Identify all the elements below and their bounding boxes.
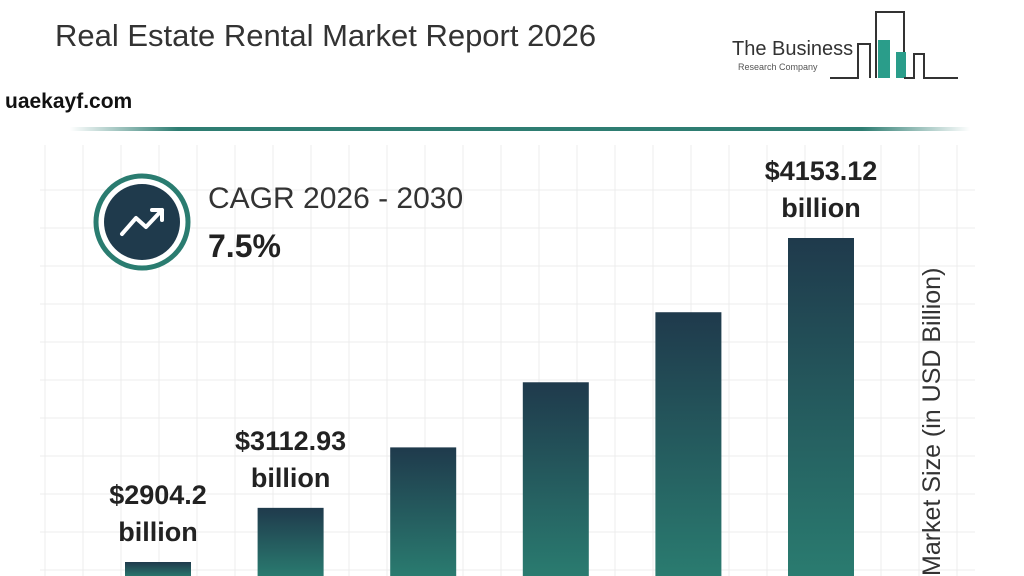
bar-2029 <box>655 312 722 576</box>
y-axis-label: Market Size (in USD Billion) <box>918 267 946 576</box>
cagr-badge <box>92 172 192 277</box>
chart-bars <box>125 238 854 576</box>
header-divider <box>70 127 970 131</box>
bar-2025 <box>125 562 191 576</box>
trend-up-icon <box>93 173 191 271</box>
company-logo: The Business Research Company <box>728 8 968 88</box>
logo-graphic <box>830 11 958 79</box>
data-label-2025: $2904.2 billion <box>109 480 207 547</box>
bar-2030 <box>788 238 854 576</box>
data-label-2030: $4153.12 billion <box>764 156 878 223</box>
bar-2028 <box>522 382 589 576</box>
cagr-value: 7.5% <box>208 228 281 264</box>
cagr-label: CAGR 2026 - 2030 <box>208 182 464 215</box>
data-label-2026: $3112.93 billion <box>235 425 347 493</box>
bar-2026 <box>257 507 324 576</box>
logo-subtitle: Research Company <box>738 62 818 72</box>
site-watermark: uaekayf.com <box>5 90 133 113</box>
page-title: Real Estate Rental Market Report 2026 <box>55 18 597 53</box>
logo-name: The Business <box>732 38 854 60</box>
bar-2027 <box>390 447 457 576</box>
